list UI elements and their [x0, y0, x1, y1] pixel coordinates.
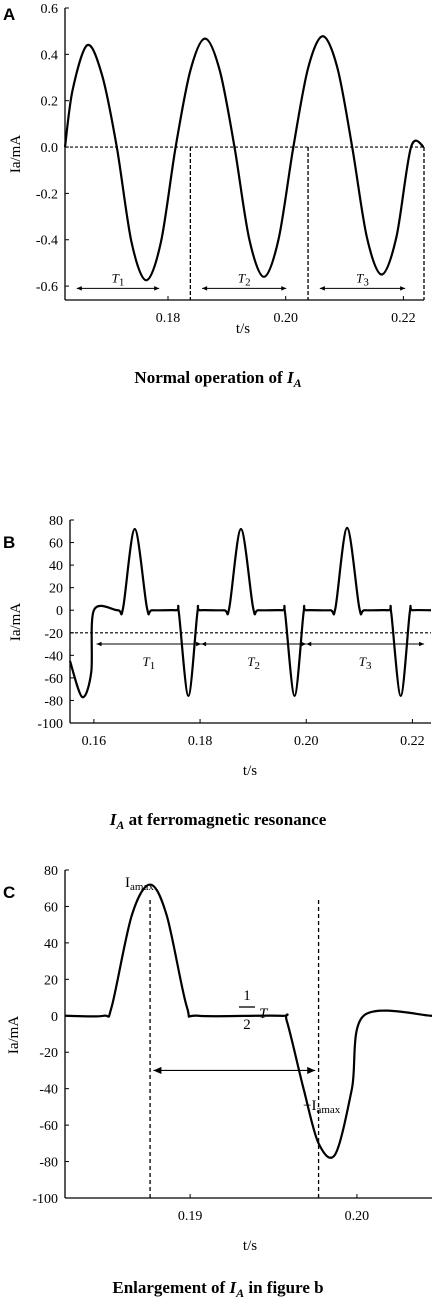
period-label: T2	[247, 654, 260, 672]
x-tick-label: 0.18	[156, 311, 181, 326]
data-series-line	[68, 526, 432, 699]
period-arrow-head	[307, 1066, 316, 1075]
x-tick-label: 0.22	[400, 734, 425, 749]
y-tick-label: 0.0	[41, 141, 59, 156]
panel-caption: Normal operation of IA	[134, 368, 301, 390]
y-tick-label: -20	[44, 627, 63, 642]
x-axis-label: t/s	[243, 1238, 257, 1254]
period-arrow-head	[202, 286, 208, 291]
half-period-numerator: 1	[243, 988, 251, 1004]
chart-panel-a: A 0.6 0.4 0.2 0.0 -0.2 -0.4 -0.6 0.18 0.20 0.22 t/s…	[3, 2, 425, 390]
y-tick-label: -40	[44, 649, 63, 664]
period-arrow-head	[306, 641, 312, 647]
period-arrow-head	[419, 641, 425, 647]
peak-min-label: −Iamax	[303, 1098, 341, 1116]
period-arrow-head	[76, 286, 82, 291]
x-tick-label: 0.16	[82, 734, 107, 749]
y-tick-label: 0.4	[41, 48, 59, 63]
x-tick-label: 0.20	[294, 734, 319, 749]
chart-panel-c: C 80 60 40 20 0 -20 -40 -60 -80 -100 0.19 0.20 t/s Ia/…	[3, 864, 433, 1300]
y-tick-label: 0	[51, 1010, 58, 1025]
panel-letter: B	[3, 533, 15, 552]
y-tick-label: -60	[44, 672, 63, 687]
chart-panel-b: B 80 60 40 20 0 -20 -40 -60 -80 -100 0.16 0.18 0.20 0.…	[3, 514, 432, 832]
y-tick-label: 40	[44, 937, 58, 952]
period-arrow-head	[153, 1066, 162, 1075]
period-label: T3	[356, 270, 369, 288]
period-arrow-head	[154, 286, 160, 291]
y-tick-label: 60	[44, 900, 58, 915]
y-axis-label: Ia/mA	[6, 1016, 22, 1054]
data-series-line	[64, 883, 433, 1159]
x-tick-label: 0.19	[178, 1209, 203, 1224]
y-tick-label: 0.2	[41, 95, 59, 110]
y-tick-label: -40	[39, 1083, 58, 1098]
x-tick-label: 0.18	[188, 734, 213, 749]
period-arrow-head	[319, 286, 325, 291]
y-tick-label: 0	[56, 604, 63, 619]
y-tick-label: -0.6	[36, 280, 58, 295]
y-axis-label: Ia/mA	[8, 603, 24, 641]
y-tick-label: 60	[49, 537, 63, 552]
half-period-denominator: 2	[243, 1017, 251, 1033]
y-tick-label: -100	[37, 717, 63, 732]
x-tick-label: 0.20	[273, 311, 298, 326]
y-tick-label: -80	[39, 1156, 58, 1171]
y-tick-label: -100	[32, 1192, 58, 1207]
y-tick-label: 20	[49, 582, 63, 597]
y-tick-label: 0.6	[41, 2, 59, 17]
period-arrow-head	[196, 641, 202, 647]
data-series-line	[63, 35, 425, 282]
half-period-variable: T	[259, 1006, 269, 1022]
period-arrow-head	[400, 286, 406, 291]
period-label: T2	[238, 270, 251, 288]
x-axis-label: t/s	[243, 763, 257, 779]
period-arrow-head	[201, 641, 207, 647]
y-tick-label: -60	[39, 1119, 58, 1134]
y-tick-label: -0.2	[36, 187, 58, 202]
y-tick-label: 80	[44, 864, 58, 879]
y-tick-label: 40	[49, 559, 63, 574]
period-label: T1	[142, 654, 155, 672]
panel-letter: C	[3, 883, 15, 902]
x-axis-label: t/s	[236, 321, 250, 337]
y-tick-label: 20	[44, 973, 58, 988]
period-label: T1	[112, 270, 125, 288]
panel-letter: A	[3, 5, 15, 24]
period-label: T3	[359, 654, 372, 672]
panel-caption: IA at ferromagnetic resonance	[109, 810, 327, 832]
period-arrow-head	[96, 641, 102, 647]
y-tick-label: -20	[39, 1046, 58, 1061]
panel-caption: Enlargement of IA in figure b	[112, 1278, 323, 1300]
x-tick-label: 0.20	[345, 1209, 370, 1224]
y-axis-label: Ia/mA	[8, 135, 24, 173]
y-tick-label: 80	[49, 514, 63, 529]
period-arrow-head	[301, 641, 307, 647]
y-tick-label: -0.4	[36, 234, 58, 249]
x-tick-label: 0.22	[391, 311, 416, 326]
peak-max-label: Iamax	[125, 875, 154, 893]
y-tick-label: -80	[44, 694, 63, 709]
period-arrow-head	[281, 286, 287, 291]
